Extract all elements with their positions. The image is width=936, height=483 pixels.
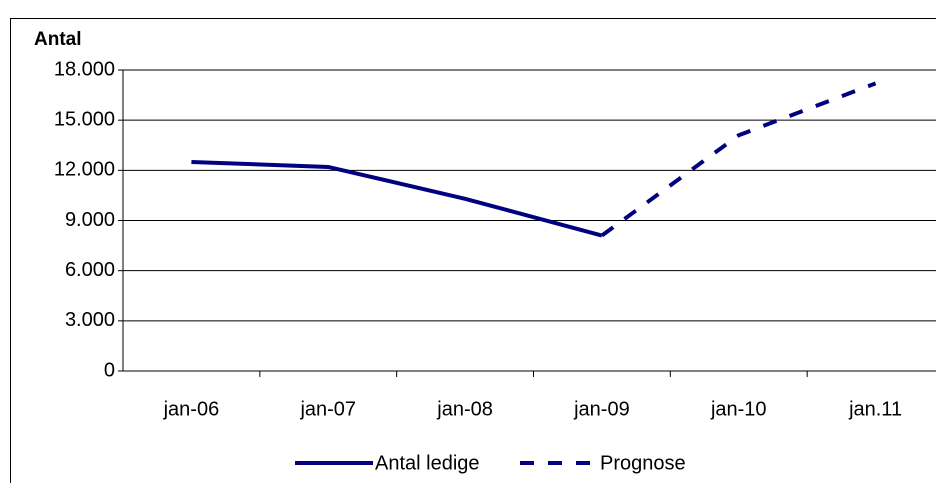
x-tick-label: jan-10 [710, 398, 767, 420]
y-axis-label: Antal [34, 29, 82, 50]
legend-label: Antal ledige [375, 452, 480, 474]
y-tick-label: 15.000 [54, 108, 115, 130]
y-tick-label: 18.000 [54, 58, 115, 80]
x-tick-label: jan-08 [436, 398, 493, 420]
y-tick-label: 6.000 [65, 259, 115, 281]
x-tick-label: jan.11 [848, 398, 902, 420]
y-tick-label: 0 [104, 359, 115, 381]
series-line [600, 81, 877, 238]
legend-label: Prognose [600, 452, 686, 474]
x-tick-label: jan-06 [163, 398, 220, 420]
x-tick-label: jan-07 [299, 398, 356, 420]
x-tick-label: jan-09 [573, 398, 630, 420]
y-tick-label: 12.000 [54, 159, 115, 181]
series-line [191, 159, 603, 238]
chart-border [10, 18, 936, 483]
y-tick-label: 9.000 [65, 209, 115, 231]
y-tick-label: 3.000 [65, 309, 115, 331]
